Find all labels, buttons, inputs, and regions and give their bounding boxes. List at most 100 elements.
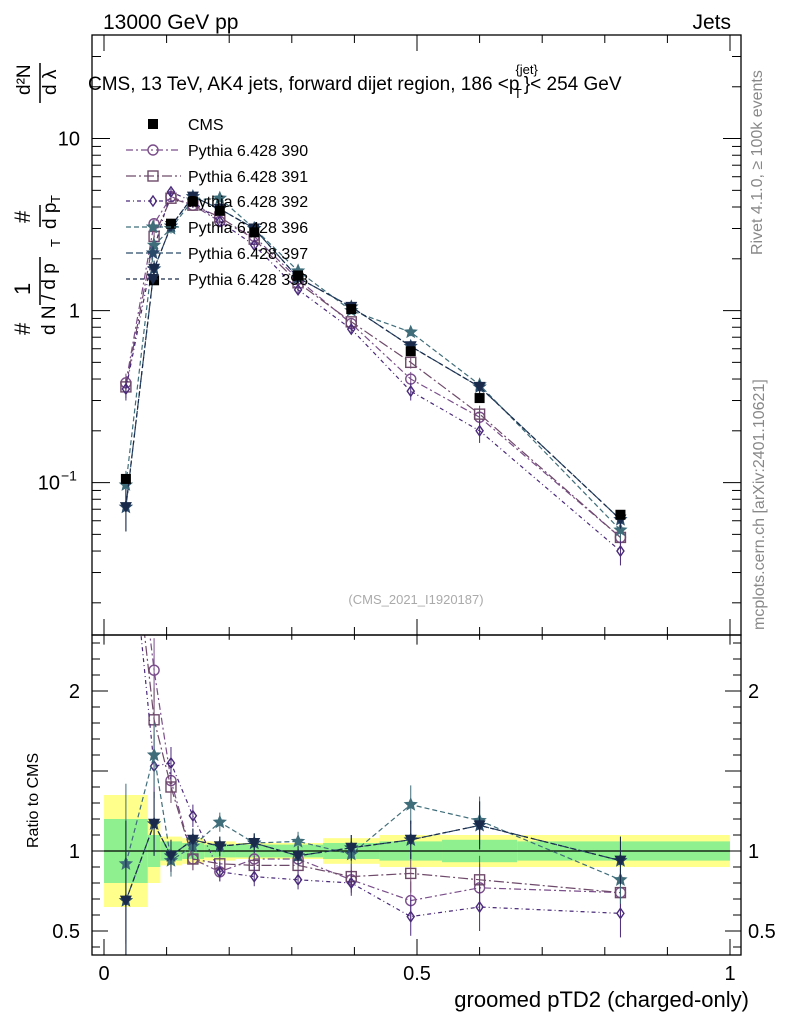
ratio-ylabel: Ratio to CMS	[25, 753, 42, 848]
ratio-y-tick-label-right: 1	[748, 841, 759, 863]
main-ylabel: # 1 d N / d p T # d p T d²N d λ	[10, 63, 63, 335]
cms-data-point	[214, 205, 225, 216]
cms-data-point	[120, 473, 131, 484]
series-point	[166, 185, 176, 199]
chart-title-tail: }< 254 GeV	[524, 74, 622, 95]
x-tick-label: 0	[98, 963, 109, 985]
series-line-2	[125, 191, 621, 552]
cms-data-point	[249, 227, 260, 238]
series-point	[293, 283, 303, 297]
ratio-point	[213, 841, 226, 853]
series-point	[616, 544, 625, 558]
series-point	[148, 263, 161, 275]
cms-data-point	[615, 509, 626, 520]
ratio-point	[614, 855, 627, 867]
legend-marker-1	[147, 170, 159, 182]
ylabel-dlambda: d λ	[40, 69, 61, 95]
ratio-point	[616, 907, 625, 920]
chart-title: CMS, 13 TeV, AK4 jets, forward dijet reg…	[88, 62, 622, 101]
ratio-point	[405, 867, 417, 880]
main-plot-data	[118, 185, 628, 566]
legend-label-398: Pythia 6.428 398	[188, 272, 308, 289]
legend-marker-2	[148, 194, 158, 208]
header-right: Jets	[692, 11, 731, 34]
legend-label-390: Pythia 6.428 390	[188, 143, 308, 160]
ylabel-denom: d N / d p	[39, 263, 60, 335]
x-axis-label: groomed pTD2 (charged-only)	[454, 987, 749, 1012]
analysis-watermark: (CMS_2021_I1920187)	[348, 592, 483, 607]
ratio-point	[188, 809, 198, 823]
ylabel-dpt: d p	[40, 203, 61, 229]
ratio-point	[215, 865, 225, 879]
ratio-point	[406, 910, 416, 923]
cms-data-point	[187, 196, 198, 207]
series-point	[212, 190, 227, 205]
chart-title-main: CMS, 13 TeV, AK4 jets, forward dijet reg…	[88, 74, 519, 95]
legend-label-391: Pythia 6.428 391	[188, 169, 308, 186]
ratio-point	[249, 870, 259, 883]
header-left: 13000 GeV pp	[103, 11, 238, 34]
ratio-point	[186, 834, 199, 846]
ratio-point	[345, 842, 358, 854]
ratio-point	[473, 820, 486, 832]
ratio-series-group	[118, 635, 628, 955]
side-label-mcplots: mcplots.cern.ch [arXiv:2401.10621]	[751, 379, 768, 630]
ratio-point	[164, 850, 177, 862]
ylabel-hash-2: #	[10, 210, 35, 223]
series-point	[403, 324, 418, 339]
legend-label-cms: CMS	[188, 117, 224, 134]
series-point	[119, 502, 132, 514]
ratio-y-tick-label: 0.5	[52, 921, 80, 943]
ratio-y-tick-label: 1	[69, 841, 80, 863]
series-point	[406, 384, 416, 398]
x-tick-label: 0.5	[403, 963, 431, 985]
y-tick-label: 10	[58, 129, 80, 151]
series-point	[146, 237, 162, 252]
y-tick-exponent: −1	[61, 468, 77, 484]
series-point	[613, 522, 628, 537]
ylabel-sub-t: T	[48, 239, 63, 247]
ratio-point	[346, 876, 356, 890]
ratio-y-tick-label-right: 2	[748, 681, 759, 703]
y-tick-label: 1	[69, 301, 80, 323]
ratio-point	[290, 833, 306, 848]
legend-marker-3	[145, 219, 161, 234]
ratio-point	[293, 873, 303, 887]
ratio-line-5	[125, 822, 621, 901]
x-tick-label: 1	[724, 963, 735, 985]
ylabel-hash: #	[10, 322, 35, 335]
cms-data-point	[405, 346, 416, 357]
series-point	[249, 238, 259, 252]
legend-marker-5	[147, 274, 159, 285]
side-label-rivet: Rivet 4.1.0, ≥ 100k events	[749, 70, 766, 255]
series-point	[346, 322, 356, 336]
series-line-3	[125, 197, 621, 531]
legend: CMS Pythia 6.428 390 Pythia 6.428 391 Py…	[126, 117, 308, 289]
ratio-point	[148, 818, 161, 830]
series-point	[473, 408, 486, 420]
series-point	[475, 424, 484, 438]
ratio-y-tick-label-right: 0.5	[748, 921, 776, 943]
y-tick-label: 10	[38, 473, 60, 495]
series-point	[215, 215, 225, 228]
cms-data-point	[346, 304, 357, 315]
ratio-plot-data	[118, 635, 628, 955]
ratio-point	[166, 756, 176, 770]
cms-data-point	[165, 218, 176, 229]
legend-marker-cms	[148, 119, 158, 129]
legend-label-392: Pythia 6.428 392	[188, 194, 308, 211]
chart-title-sup: {jet}	[515, 62, 538, 77]
ratio-point	[403, 797, 418, 811]
ratio-y-tick-label: 2	[69, 681, 80, 703]
cms-data-point	[474, 393, 485, 404]
legend-label-396: Pythia 6.428 396	[188, 220, 308, 237]
legend-marker-4	[145, 245, 161, 260]
ylabel-one: 1	[10, 283, 35, 295]
ratio-point	[212, 814, 227, 829]
series-point	[405, 356, 417, 369]
series-point	[121, 382, 131, 396]
ratio-point	[119, 895, 132, 907]
series-point	[473, 381, 486, 393]
chart-title-sub: T	[514, 86, 522, 101]
